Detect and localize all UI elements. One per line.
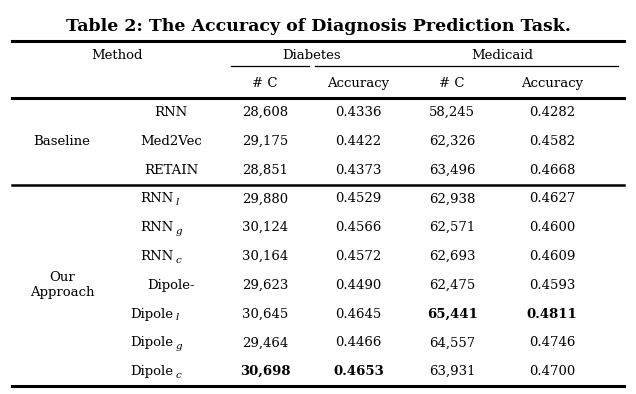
Text: 62,693: 62,693 [429, 250, 476, 263]
Text: 0.4422: 0.4422 [336, 135, 382, 148]
Text: 63,931: 63,931 [429, 365, 476, 378]
Text: g: g [176, 342, 183, 351]
Text: 63,496: 63,496 [429, 164, 476, 177]
Text: 0.4282: 0.4282 [529, 106, 575, 119]
Text: RNN: RNN [140, 250, 173, 263]
Text: Accuracy: Accuracy [328, 77, 390, 90]
Text: 0.4668: 0.4668 [529, 164, 575, 177]
Text: c: c [176, 256, 181, 265]
Text: 0.4490: 0.4490 [335, 279, 382, 292]
Text: 58,245: 58,245 [429, 106, 475, 119]
Text: 0.4572: 0.4572 [335, 250, 382, 263]
Text: RNN: RNN [140, 221, 173, 234]
Text: Method: Method [91, 48, 142, 61]
Text: g: g [176, 227, 183, 236]
Text: 0.4645: 0.4645 [335, 308, 382, 321]
Text: Dipole-: Dipole- [148, 279, 195, 292]
Text: Dipole: Dipole [130, 336, 173, 349]
Text: Dipole: Dipole [130, 365, 173, 378]
Text: 62,475: 62,475 [429, 279, 475, 292]
Text: 28,608: 28,608 [242, 106, 288, 119]
Text: Baseline: Baseline [34, 135, 90, 148]
Text: 0.4627: 0.4627 [529, 193, 575, 205]
Text: 29,464: 29,464 [242, 336, 288, 349]
Text: # C: # C [439, 77, 465, 90]
Text: 62,938: 62,938 [429, 193, 475, 205]
Text: 0.4582: 0.4582 [529, 135, 575, 148]
Text: l: l [176, 313, 179, 322]
Text: 30,698: 30,698 [240, 365, 290, 378]
Text: 0.4593: 0.4593 [529, 279, 575, 292]
Text: Table 2: The Accuracy of Diagnosis Prediction Task.: Table 2: The Accuracy of Diagnosis Predi… [66, 18, 570, 35]
Text: 28,851: 28,851 [242, 164, 288, 177]
Text: 0.4600: 0.4600 [529, 221, 575, 234]
Text: Diabetes: Diabetes [282, 48, 341, 61]
Text: Med2Vec: Med2Vec [141, 135, 202, 148]
Text: 65,441: 65,441 [427, 308, 478, 321]
Text: 62,571: 62,571 [429, 221, 475, 234]
Text: 0.4653: 0.4653 [333, 365, 384, 378]
Text: 0.4466: 0.4466 [335, 336, 382, 349]
Text: 0.4700: 0.4700 [529, 365, 575, 378]
Text: 0.4746: 0.4746 [529, 336, 575, 349]
Text: 29,175: 29,175 [242, 135, 288, 148]
Text: 0.4529: 0.4529 [335, 193, 382, 205]
Text: l: l [176, 198, 179, 207]
Text: 64,557: 64,557 [429, 336, 475, 349]
Text: 0.4373: 0.4373 [335, 164, 382, 177]
Text: c: c [176, 371, 181, 380]
Text: RNN: RNN [155, 106, 188, 119]
Text: 29,880: 29,880 [242, 193, 288, 205]
Text: 0.4336: 0.4336 [335, 106, 382, 119]
Text: # C: # C [252, 77, 278, 90]
Text: Medicaid: Medicaid [471, 48, 533, 61]
Text: 30,124: 30,124 [242, 221, 288, 234]
Text: 0.4609: 0.4609 [529, 250, 575, 263]
Text: 29,623: 29,623 [242, 279, 288, 292]
Text: RNN: RNN [140, 193, 173, 205]
Text: Dipole: Dipole [130, 308, 173, 321]
Text: 0.4811: 0.4811 [527, 308, 577, 321]
Text: Accuracy: Accuracy [521, 77, 583, 90]
Text: RETAIN: RETAIN [144, 164, 198, 177]
Text: 30,645: 30,645 [242, 308, 288, 321]
Text: Our
Approach: Our Approach [30, 271, 94, 299]
Text: 30,164: 30,164 [242, 250, 288, 263]
Text: 62,326: 62,326 [429, 135, 475, 148]
Text: 0.4566: 0.4566 [335, 221, 382, 234]
